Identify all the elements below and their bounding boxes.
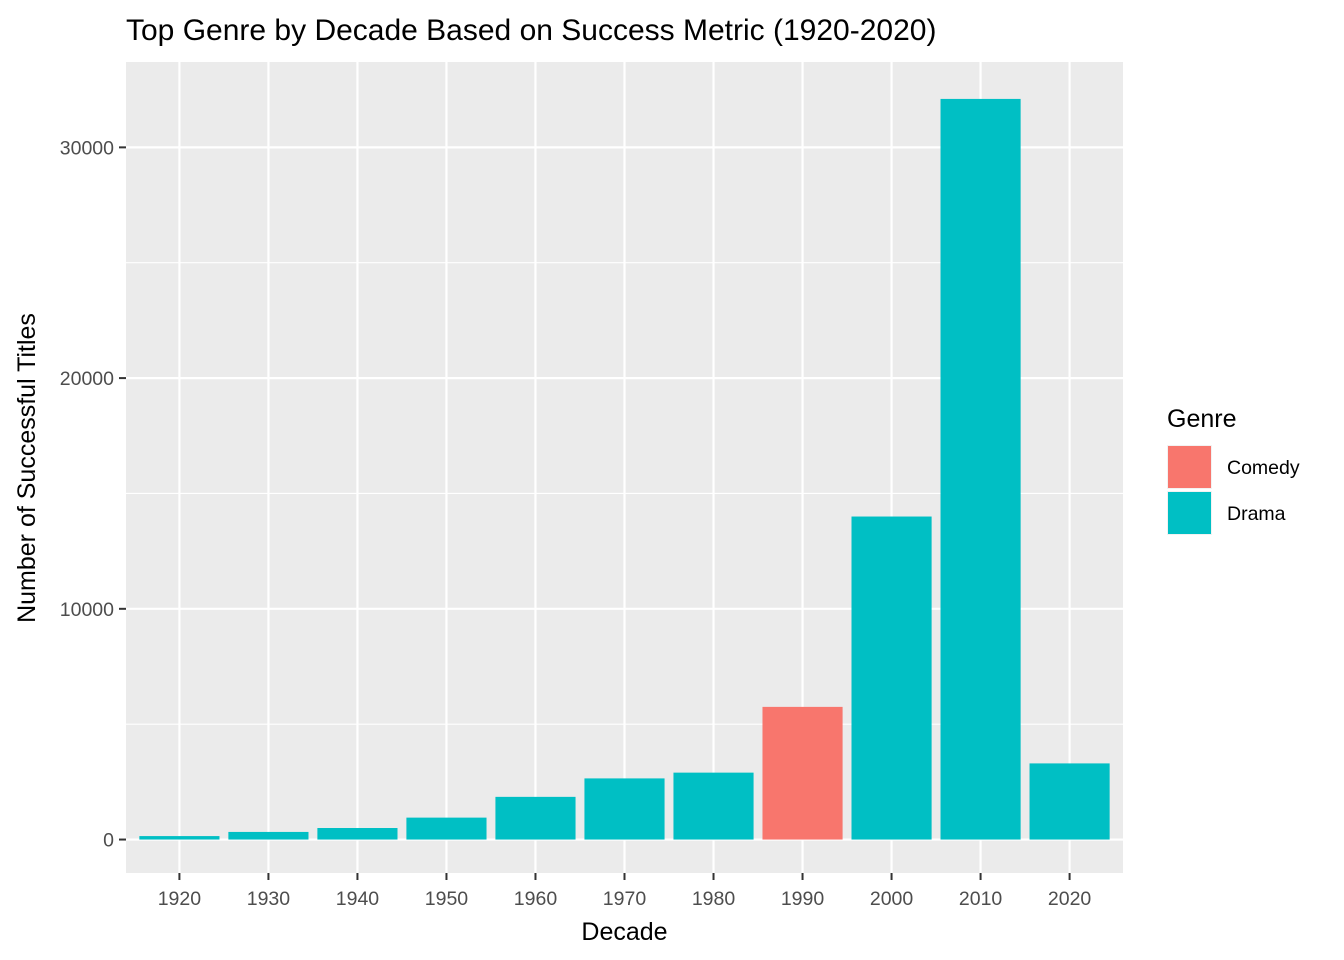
bar-1970 [584,778,665,840]
legend-swatch-drama [1168,492,1211,534]
legend-swatch-comedy [1168,446,1211,488]
x-tick-label: 1930 [247,888,291,910]
bar-2010 [940,98,1021,840]
bar-1920 [139,836,220,840]
x-tick-label: 2010 [959,888,1003,910]
x-tick-label: 2020 [1048,888,1092,910]
y-tick-label: 0 [103,830,114,852]
legend-label-comedy: Comedy [1227,457,1300,479]
bar-1930 [228,831,309,840]
x-tick-label: 1940 [336,888,380,910]
bar-1990 [762,706,843,840]
y-tick-label: 20000 [60,368,114,390]
legend-title: Genre [1167,405,1236,433]
x-tick-label: 1970 [603,888,647,910]
x-tick-label: 1950 [425,888,469,910]
x-tick-label: 1980 [692,888,736,910]
bar-1940 [317,828,398,840]
legend-label-drama: Drama [1227,503,1286,525]
x-tick-label: 1990 [781,888,825,910]
x-tick-label: 2000 [870,888,914,910]
y-axis-title: Number of Successful Titles [13,313,41,623]
bar-1980 [673,772,754,840]
bar-1950 [406,817,487,840]
major-gridlines-x [178,62,1071,873]
legend: Genre Comedy Drama [1167,405,1300,535]
chart-title: Top Genre by Decade Based on Success Met… [126,14,936,47]
x-tick-label: 1920 [158,888,202,910]
y-tick-label: 10000 [60,599,114,621]
x-axis: 1920 1930 1940 1950 1960 1970 1980 1990 2000 2010… [158,873,1092,910]
bar-2000 [851,516,932,840]
bar-2020 [1029,763,1110,840]
bar-1960 [495,796,576,840]
bars [139,98,1110,840]
x-axis-title: Decade [581,918,667,946]
y-tick-label: 30000 [60,137,114,159]
x-tick-label: 1960 [514,888,558,910]
y-axis: 0 10000 20000 30000 [60,137,126,852]
